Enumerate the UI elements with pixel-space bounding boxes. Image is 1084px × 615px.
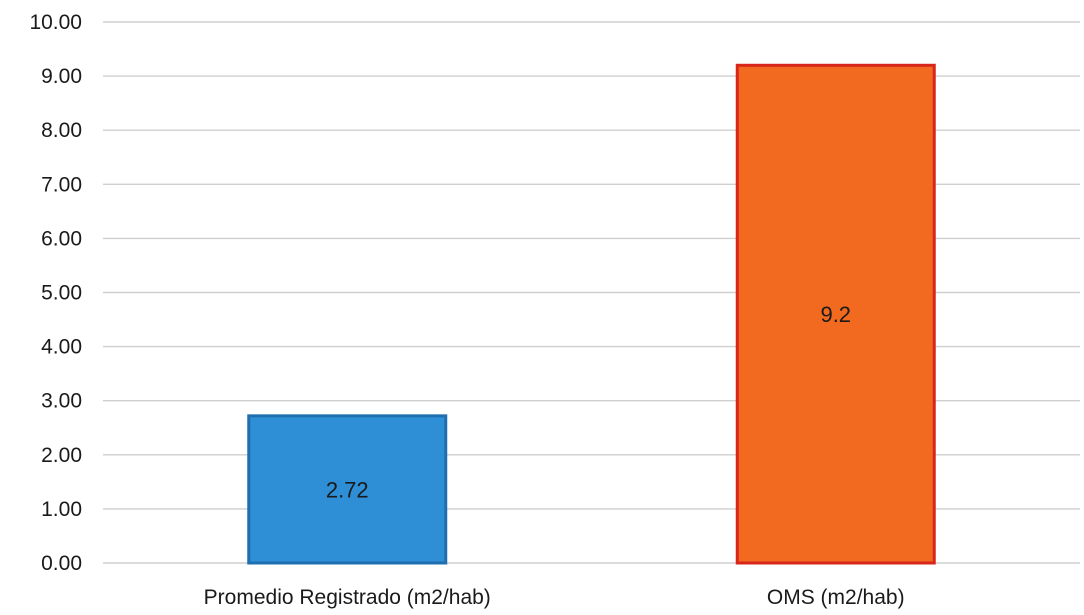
y-tick-label: 8.00 [41,119,82,142]
y-tick-label: 2.00 [41,444,82,467]
bar-1 [735,63,936,565]
data-label-1: 9.2 [820,302,851,327]
y-tick-label: 6.00 [41,227,82,250]
y-tick-label: 7.00 [41,173,82,196]
x-axis: Promedio Registrado (m2/hab) OMS (m2/hab) [204,586,905,609]
bars [247,63,936,565]
y-tick-label: 10.00 [29,11,82,34]
x-category-label-1: OMS (m2/hab) [767,586,905,609]
data-labels: 2.72 9.2 [326,302,851,502]
y-tick-label: 4.00 [41,336,82,359]
y-tick-label: 1.00 [41,498,82,521]
y-axis: 0.00 1.00 2.00 3.00 4.00 5.00 6.00 7.00 8.00 9.00… [29,11,82,575]
x-category-label-0: Promedio Registrado (m2/hab) [204,586,491,609]
y-tick-label: 3.00 [41,390,82,413]
y-tick-label: 5.00 [41,282,82,305]
y-tick-label: 0.00 [41,552,82,575]
bar-0 [247,414,448,565]
y-tick-label: 9.00 [41,65,82,88]
data-label-0: 2.72 [326,477,369,502]
